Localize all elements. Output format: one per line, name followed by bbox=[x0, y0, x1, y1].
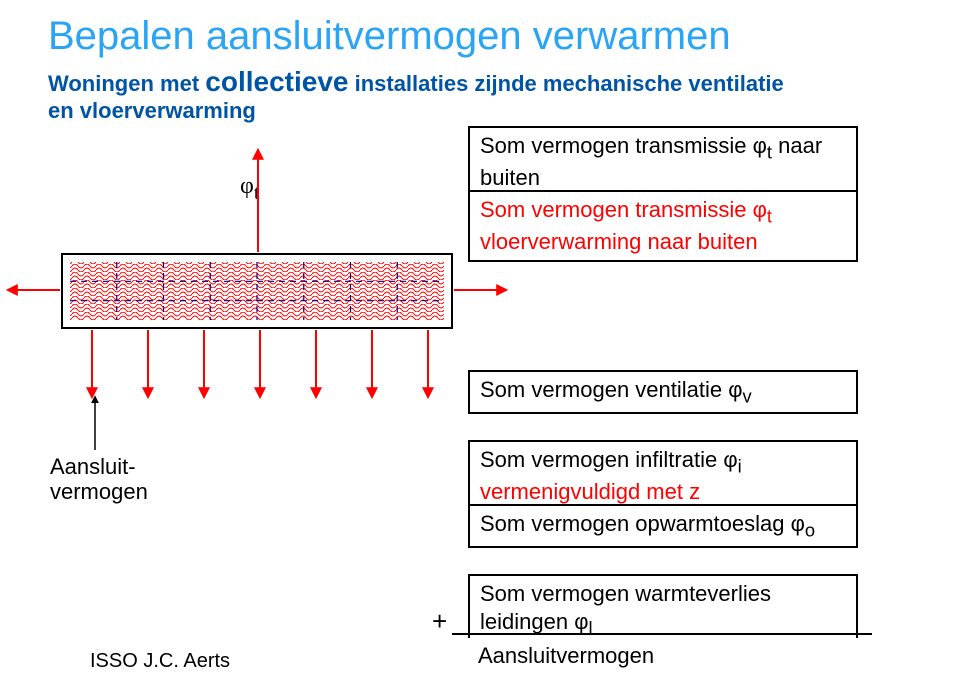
diagram-svg bbox=[0, 0, 960, 687]
